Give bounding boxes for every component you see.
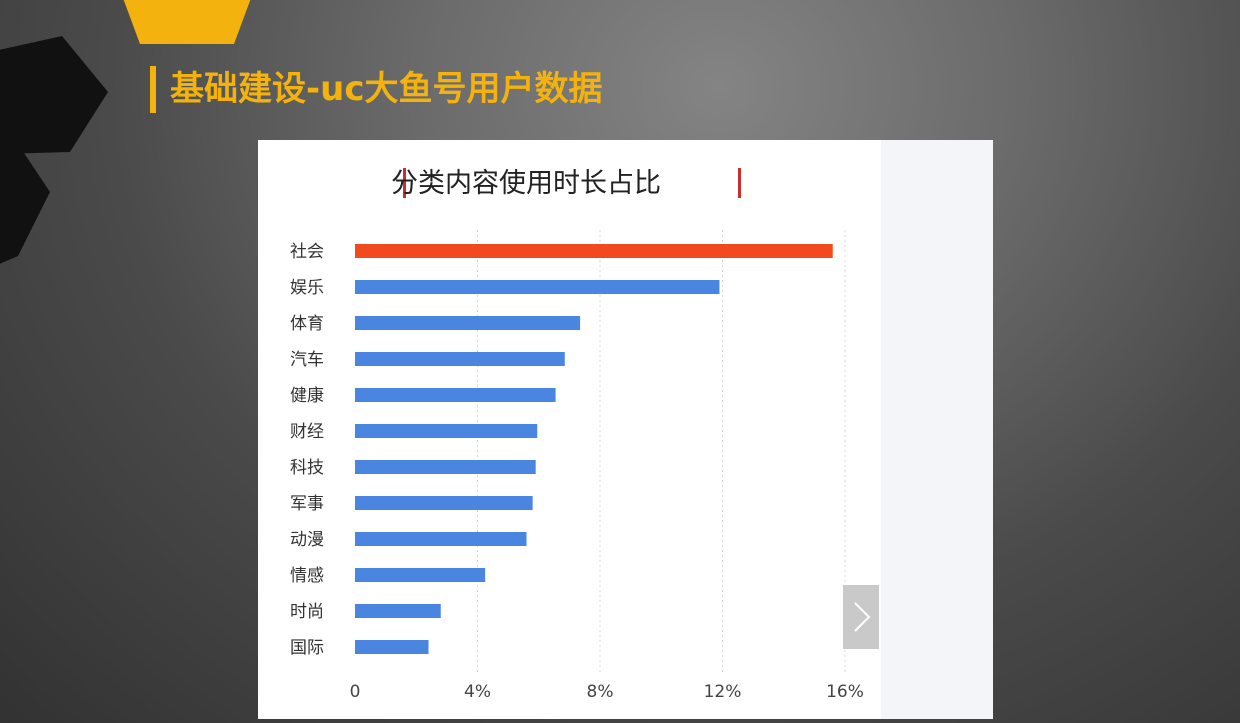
bar-时尚 — [355, 604, 441, 618]
bar-财经 — [355, 424, 538, 438]
bar-健康 — [355, 388, 556, 402]
title-bracket-left — [403, 168, 406, 198]
title-accent-bar — [150, 66, 156, 113]
chart-side-panel — [881, 140, 993, 719]
category-label: 体育 — [290, 314, 324, 334]
chevron-right-icon — [854, 602, 871, 632]
bar-社会 — [355, 244, 833, 258]
bar-汽车 — [355, 352, 565, 366]
next-button[interactable] — [843, 585, 879, 649]
category-label: 财经 — [290, 422, 324, 442]
category-label: 动漫 — [290, 530, 324, 550]
bar-科技 — [355, 460, 536, 474]
category-label: 军事 — [290, 494, 324, 514]
category-label: 情感 — [290, 566, 324, 586]
dark-hexagon-decoration — [0, 36, 108, 154]
chart-title: 分类内容使用时长占比 — [391, 168, 661, 199]
x-tick-label: 4% — [464, 682, 491, 702]
bar-layer — [355, 244, 833, 654]
category-label: 娱乐 — [290, 278, 324, 298]
bar-动漫 — [355, 532, 527, 546]
x-tick-label: 0 — [350, 682, 361, 702]
slide-title: 基础建设-uc大鱼号用户数据 — [170, 69, 603, 109]
x-tick-label: 12% — [704, 682, 742, 702]
category-label: 科技 — [290, 458, 324, 478]
chart-card: 社会娱乐体育汽车健康财经科技军事动漫情感时尚国际 0 4% 8% 12% 16% 分类内… — [258, 140, 993, 719]
grid-layer — [477, 230, 846, 675]
bar-情感 — [355, 568, 486, 582]
category-label: 汽车 — [290, 350, 324, 370]
x-tick-label: 16% — [826, 682, 864, 702]
tick-layer: 0 4% 8% 12% 16% — [350, 682, 864, 702]
bar-国际 — [355, 640, 429, 654]
bar-体育 — [355, 316, 581, 330]
category-label: 国际 — [290, 638, 324, 658]
category-label: 时尚 — [290, 602, 324, 622]
title-bracket-right — [738, 168, 741, 198]
category-label: 社会 — [290, 242, 324, 262]
bar-军事 — [355, 496, 533, 510]
dark-hexagon-decoration-lower — [0, 132, 50, 264]
yellow-hexagon-decoration — [123, 0, 251, 44]
category-label: 健康 — [290, 386, 324, 406]
bar-娱乐 — [355, 280, 720, 294]
x-tick-label: 8% — [587, 682, 614, 702]
